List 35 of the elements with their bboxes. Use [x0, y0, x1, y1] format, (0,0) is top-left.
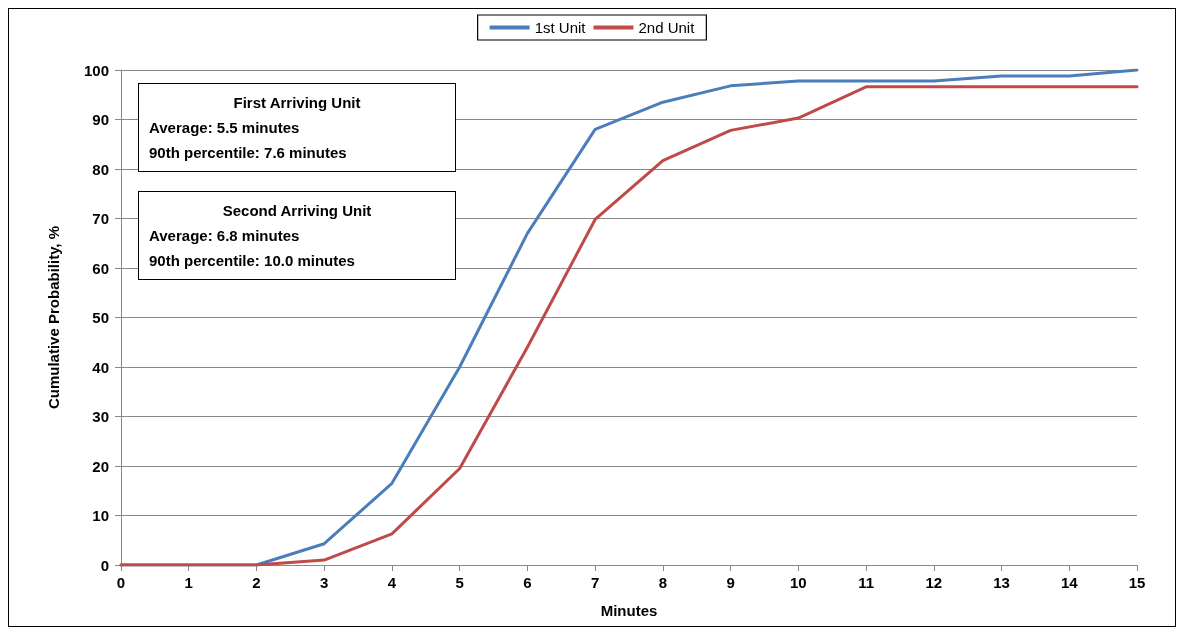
y-tick-label: 0 [100, 556, 109, 574]
x-tick-label: 11 [858, 574, 874, 591]
annotation: Second Arriving Unit Average: 6.8 minutes 90th percentile: 10.0 minutes [149, 201, 373, 271]
note-box: Second Arriving Unit Average: 6.8 minutes 90th percentile: 10.0 minutes [138, 191, 456, 280]
x-tick-label: 4 [387, 574, 397, 591]
y-tick-label: 10 [92, 507, 109, 524]
note-box: First Arriving Unit Average: 5.5 minutes 90th percentile: 7.6 minutes [138, 83, 456, 172]
y-tick-label: 30 [92, 408, 109, 425]
x-tick-label: 7 [590, 574, 600, 591]
x-tick-label: 5 [455, 574, 464, 591]
x-tick-label: 13 [993, 574, 1010, 591]
x-axis-title: Minutes [600, 602, 658, 619]
x-tick-label: 6 [523, 574, 532, 591]
x-tick-label: 12 [925, 574, 943, 591]
y-tick-label: 40 [92, 358, 109, 376]
legend-label: 1st Unit [534, 19, 587, 36]
y-tick-label: 50 [92, 309, 109, 326]
x-tick-label: 8 [658, 574, 668, 591]
x-tick-label: 15 [1128, 574, 1146, 591]
annotation: First Arriving Unit Average: 5.5 minutes 90th percentile: 7.6 minutes [149, 93, 362, 163]
y-tick-label: 100 [83, 61, 109, 79]
y-tick-label: 90 [92, 111, 109, 128]
x-tick-label: 0 [116, 574, 126, 591]
x-tick-label: 1 [184, 574, 193, 591]
legend-label: 2nd Unit [638, 19, 696, 36]
y-tick-label: 70 [92, 210, 109, 227]
x-tick-label: 2 [252, 574, 261, 591]
x-tick-label: 14 [1060, 574, 1079, 591]
x-tick-label: 9 [726, 574, 735, 591]
y-tick-label: 80 [92, 160, 109, 178]
y-tick-label: 20 [92, 457, 109, 475]
x-tick-label: 10 [789, 574, 807, 591]
y-tick-label: 60 [92, 259, 109, 277]
x-tick-label: 3 [320, 574, 329, 591]
y-axis-title: Cumulative Probability, % [45, 225, 62, 410]
